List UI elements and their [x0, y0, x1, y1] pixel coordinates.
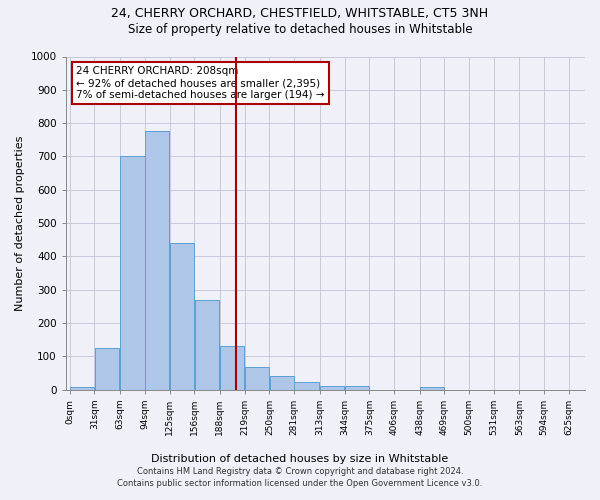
Bar — [145, 132, 169, 390]
Bar — [245, 367, 269, 390]
Y-axis label: Number of detached properties: Number of detached properties — [15, 136, 25, 310]
Bar — [120, 156, 145, 390]
Text: 24 CHERRY ORCHARD: 208sqm
← 92% of detached houses are smaller (2,395)
7% of sem: 24 CHERRY ORCHARD: 208sqm ← 92% of detac… — [76, 66, 325, 100]
Bar — [95, 348, 119, 390]
Bar — [220, 346, 244, 390]
Bar — [420, 387, 444, 390]
Bar — [170, 243, 194, 390]
Bar — [194, 300, 219, 390]
Text: Contains public sector information licensed under the Open Government Licence v3: Contains public sector information licen… — [118, 478, 482, 488]
Text: Contains HM Land Registry data © Crown copyright and database right 2024.: Contains HM Land Registry data © Crown c… — [137, 467, 463, 476]
Bar — [295, 382, 319, 390]
Bar — [345, 386, 369, 390]
Bar — [70, 387, 94, 390]
Bar — [269, 376, 294, 390]
Text: Size of property relative to detached houses in Whitstable: Size of property relative to detached ho… — [128, 22, 472, 36]
Text: 24, CHERRY ORCHARD, CHESTFIELD, WHITSTABLE, CT5 3NH: 24, CHERRY ORCHARD, CHESTFIELD, WHITSTAB… — [112, 8, 488, 20]
Bar — [320, 386, 344, 390]
Text: Distribution of detached houses by size in Whitstable: Distribution of detached houses by size … — [151, 454, 449, 464]
